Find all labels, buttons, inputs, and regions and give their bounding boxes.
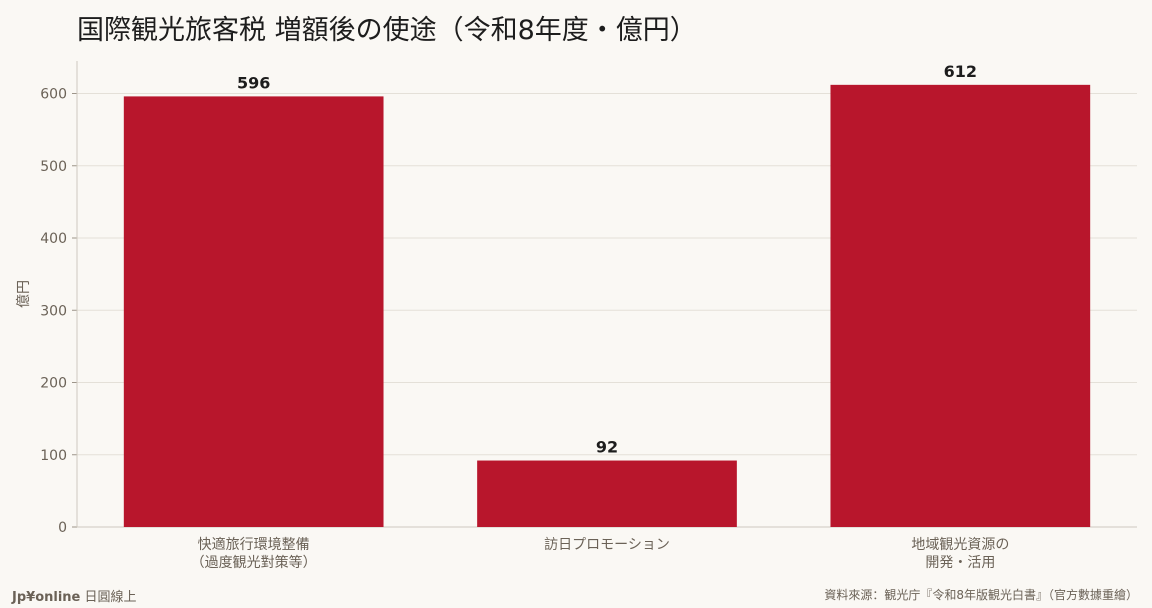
x-tick-label: 地域観光資源の <box>911 536 1009 553</box>
data-label: 92 <box>596 438 618 457</box>
y-tick-label: 200 <box>40 376 67 392</box>
y-tick-label: 500 <box>40 159 67 175</box>
y-tick-label: 400 <box>40 231 67 247</box>
y-tick-label: 0 <box>58 520 67 536</box>
data-label: 612 <box>944 62 977 81</box>
x-tick-label: 訪日プロモーション <box>544 537 670 553</box>
brand-subtitle: 日圓線上 <box>80 590 137 605</box>
data-label: 596 <box>237 73 270 92</box>
x-tick-label: 開発・活用 <box>925 555 995 571</box>
source-note: 資料來源：観光庁『令和8年版観光白書』（官方數據重繪） <box>824 588 1138 602</box>
brand-name: Jp¥online <box>12 590 81 605</box>
y-tick-label: 300 <box>40 303 67 319</box>
x-tick-label: （過度観光對策等） <box>191 554 317 571</box>
bar <box>123 96 384 527</box>
chart-title: 国際観光旅客税 増額後の使途（令和8年度・億円） <box>77 15 697 46</box>
y-axis-label: 億円 <box>16 280 32 308</box>
brand-logo: Jp¥online 日圓線上 <box>12 586 137 605</box>
y-tick-label: 600 <box>40 87 67 103</box>
x-tick-label: 快適旅行環境整備 <box>198 536 310 553</box>
bar <box>830 84 1091 527</box>
y-tick-label: 100 <box>40 448 67 464</box>
bar <box>477 460 737 527</box>
